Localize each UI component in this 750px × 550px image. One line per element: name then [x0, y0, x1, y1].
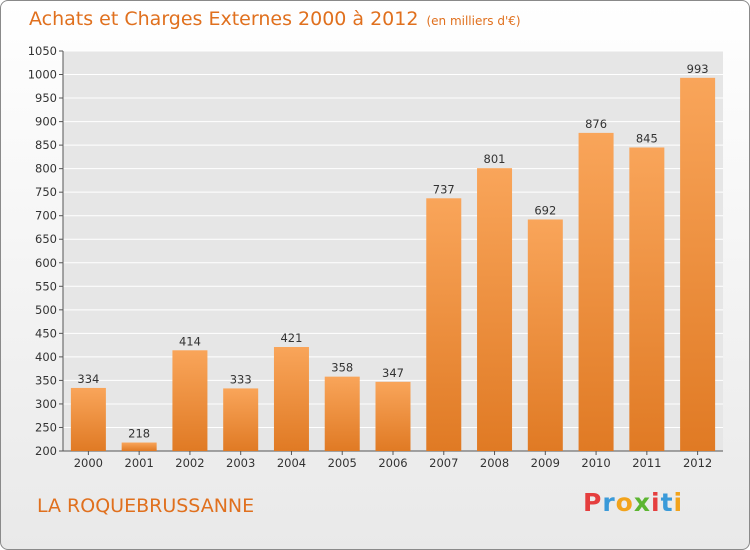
data-label: 421: [280, 331, 302, 345]
bar-2001: [121, 442, 157, 451]
y-tick-label: 400: [35, 350, 57, 364]
x-tick-label: 2011: [632, 456, 661, 470]
data-label: 692: [534, 203, 556, 217]
bar-2006: [375, 381, 411, 451]
y-tick-label: 700: [35, 209, 57, 223]
logo-letter: o: [615, 488, 634, 517]
x-tick-label: 2006: [378, 456, 407, 470]
title-text: Achats et Charges Externes 2000 à 2012: [29, 8, 419, 30]
bar-2005: [324, 376, 360, 451]
logo-letter: x: [633, 488, 651, 517]
data-label: 334: [77, 372, 99, 386]
data-label: 347: [382, 366, 404, 380]
y-tick-label: 850: [35, 138, 57, 152]
x-tick-label: 2010: [581, 456, 610, 470]
bar-2007: [426, 198, 462, 451]
data-label: 876: [585, 117, 607, 131]
data-label: 737: [433, 182, 455, 196]
bar-2000: [70, 387, 106, 451]
x-tick-label: 2002: [175, 456, 204, 470]
y-tick-label: 200: [35, 444, 57, 458]
x-tick-label: 2001: [125, 456, 154, 470]
logo-letter: i: [651, 488, 661, 517]
data-label: 845: [636, 131, 658, 145]
data-label: 333: [230, 372, 252, 386]
bars: 334 218 414 333 421 358 347 737 801 692 876 845 993: [70, 62, 716, 452]
y-tick-label: 650: [35, 232, 57, 246]
y-tick-label: 500: [35, 303, 57, 317]
logo-letter: t: [660, 488, 674, 517]
x-tick-label: 2009: [531, 456, 560, 470]
y-tick-label: 300: [35, 397, 57, 411]
x-tick-label: 2005: [328, 456, 357, 470]
chart-title: Achats et Charges Externes 2000 à 2012 (e…: [29, 8, 521, 30]
unit-text: (en milliers d'€): [426, 14, 521, 28]
logo-letter: i: [673, 488, 684, 517]
bar-2002: [172, 350, 208, 451]
bar-2008: [477, 168, 513, 452]
logo-letter: P: [583, 488, 603, 517]
data-label: 993: [687, 62, 709, 76]
y-tick-label: 450: [35, 326, 57, 340]
y-tick-label: 350: [35, 373, 57, 387]
y-tick-label: 800: [35, 162, 57, 176]
x-tick-label: 2000: [74, 456, 103, 470]
y-tick-label: 550: [35, 279, 57, 293]
x-tick-label: 2004: [277, 456, 306, 470]
y-tick-label: 900: [35, 115, 57, 129]
y-tick-label: 950: [35, 91, 57, 105]
bar-2011: [629, 147, 665, 451]
bar-2012: [680, 77, 716, 451]
x-tick-label: 2003: [226, 456, 255, 470]
data-label: 801: [484, 152, 506, 166]
bar-2010: [578, 132, 614, 451]
x-tick-label: 2007: [429, 456, 458, 470]
data-label: 358: [331, 361, 353, 375]
y-tick-label: 750: [35, 185, 57, 199]
y-tick-label: 600: [35, 256, 57, 270]
data-label: 218: [128, 427, 150, 441]
proxiti-logo: Proxiti: [583, 488, 683, 517]
y-tick-label: 250: [35, 420, 57, 434]
x-tick-label: 2008: [480, 456, 509, 470]
data-label: 414: [179, 334, 201, 348]
bar-2003: [223, 388, 259, 451]
y-tick-label: 1050: [28, 44, 57, 58]
y-tick-label: 1000: [28, 68, 57, 82]
bar-2004: [273, 347, 309, 451]
commune-name: LA ROQUEBRUSSANNE: [37, 495, 255, 517]
x-tick-label: 2012: [683, 456, 712, 470]
bar-2009: [527, 219, 563, 451]
logo-letter: r: [602, 488, 616, 517]
